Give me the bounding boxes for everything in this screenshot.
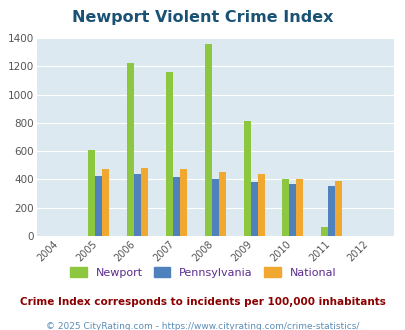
Bar	[179, 170, 186, 236]
Bar	[134, 174, 141, 236]
Bar	[102, 170, 109, 236]
Bar	[88, 150, 95, 236]
Text: Crime Index corresponds to incidents per 100,000 inhabitants: Crime Index corresponds to incidents per…	[20, 297, 385, 307]
Bar	[281, 179, 289, 236]
Bar	[95, 176, 102, 236]
Legend: Newport, Pennsylvania, National: Newport, Pennsylvania, National	[65, 263, 340, 282]
Bar	[211, 180, 218, 236]
Bar	[296, 179, 303, 236]
Bar	[166, 72, 173, 236]
Bar	[335, 181, 341, 236]
Bar	[141, 168, 148, 236]
Bar	[127, 63, 134, 236]
Bar	[243, 121, 250, 236]
Text: © 2025 CityRating.com - https://www.cityrating.com/crime-statistics/: © 2025 CityRating.com - https://www.city…	[46, 322, 359, 330]
Bar	[218, 172, 225, 236]
Bar	[289, 183, 296, 236]
Bar	[204, 44, 211, 236]
Text: Newport Violent Crime Index: Newport Violent Crime Index	[72, 10, 333, 25]
Bar	[257, 175, 264, 236]
Bar	[173, 177, 179, 236]
Bar	[250, 182, 257, 236]
Bar	[320, 227, 327, 236]
Bar	[327, 186, 335, 236]
